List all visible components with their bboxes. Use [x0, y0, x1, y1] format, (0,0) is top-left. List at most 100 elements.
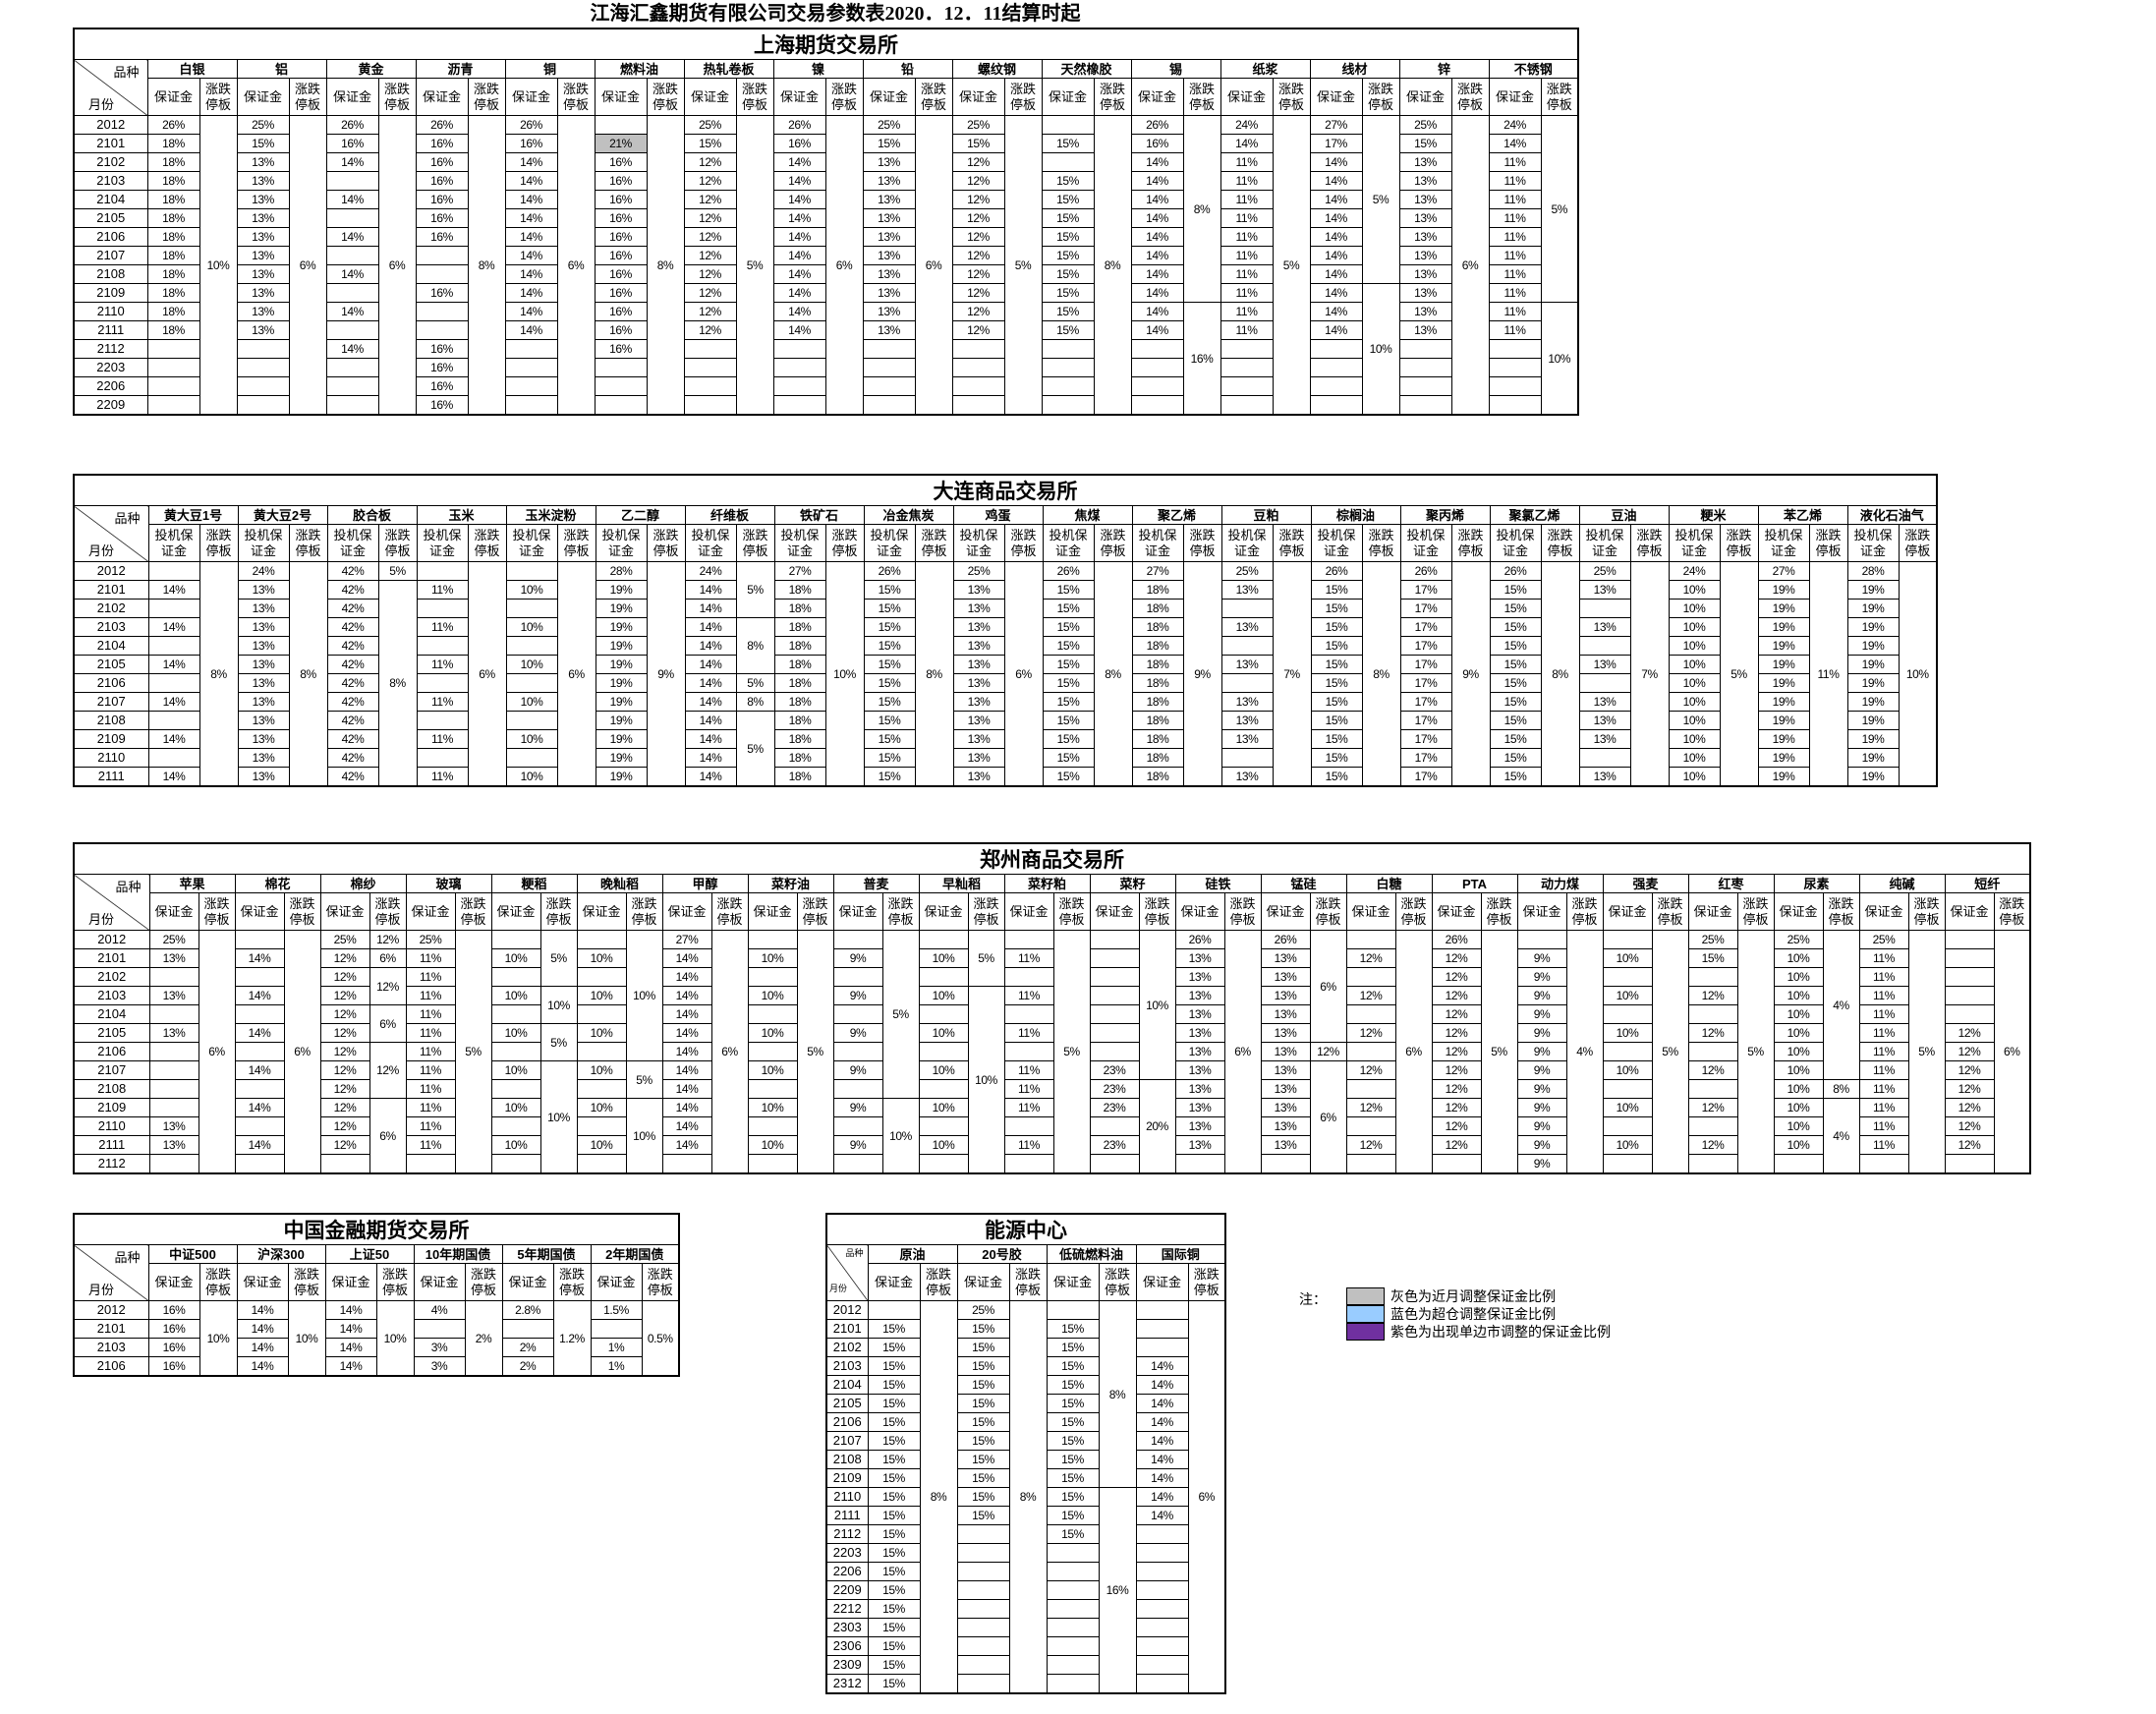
- margin-cell: 12%: [319, 1004, 370, 1024]
- month-cell: 2102: [73, 599, 149, 618]
- margin-cell: 9%: [1516, 1060, 1567, 1080]
- margin-label: 保证金: [331, 1274, 370, 1289]
- margin-cell: 12%: [319, 1042, 370, 1061]
- margin-cell: 14%: [234, 1135, 285, 1155]
- product-header: 胶合板: [326, 505, 418, 525]
- cffex-table: 中国金融期货交易所 品种 月份 中证500 沪深300 上证50 10年期国债 5年期国债 2年…: [73, 1213, 680, 1377]
- margin-cell: 14%: [772, 152, 826, 172]
- margin-cell: 19%: [1757, 580, 1810, 600]
- margin-cell: 13%: [1260, 1023, 1311, 1043]
- margin-cell: [956, 1618, 1010, 1637]
- margin-cell: [1041, 358, 1095, 377]
- margin-cell: 9%: [1516, 1042, 1567, 1061]
- month-cell: 2209: [825, 1580, 869, 1600]
- margin-cell: [1046, 1562, 1100, 1581]
- margin-cell: 10%: [1602, 1023, 1653, 1043]
- margin-label: 保证金: [325, 903, 365, 919]
- margin-cell: 15%: [867, 1431, 921, 1451]
- margin-cell: [1089, 986, 1140, 1005]
- margin-cell: 15%: [956, 1375, 1010, 1395]
- month-cell: 2206: [73, 376, 148, 396]
- margin-cell: 13%: [1398, 208, 1452, 228]
- margin-cell: [747, 1079, 798, 1099]
- limit-column-header: 涨跌停板: [1540, 78, 1579, 116]
- margin-cell: [148, 1098, 199, 1117]
- margin-cell: 15%: [1489, 692, 1542, 712]
- margin-cell: 13%: [862, 320, 916, 340]
- limit-column-header: 涨跌停板: [454, 892, 492, 931]
- margin-cell: 17%: [1399, 767, 1452, 787]
- margin-cell: 15%: [867, 1674, 921, 1694]
- margin-cell: 21%: [594, 134, 648, 153]
- margin-cell: 10%: [576, 1098, 627, 1117]
- margin-cell: [1858, 1154, 1909, 1174]
- limit-column-header: 涨跌停板: [199, 524, 239, 562]
- exchange-title: 郑州商品交易所: [73, 842, 2031, 875]
- margin-cell: 15%: [1041, 283, 1095, 303]
- limit-cell: 8%: [1182, 115, 1221, 303]
- limit-column-header: 涨跌停板: [641, 1263, 680, 1301]
- limit-cell: 6%: [710, 930, 749, 1174]
- margin-column-header: 保证金: [415, 78, 469, 116]
- margin-cell: 11%: [1488, 171, 1542, 191]
- margin-cell: 13%: [862, 208, 916, 228]
- margin-label: 保证金: [779, 88, 819, 104]
- margin-cell: 25%: [236, 115, 290, 135]
- product-header: 菜籽粕: [1003, 874, 1091, 893]
- margin-cell: [1687, 1079, 1738, 1099]
- legend-item-blue: 蓝色为超仓调整保证金比例: [1346, 1305, 1556, 1323]
- limit-column-header: 涨跌停板: [967, 892, 1005, 931]
- margin-cell: 17%: [1399, 655, 1452, 674]
- margin-cell: [1089, 1042, 1140, 1061]
- margin-column-header: 保证金: [1516, 892, 1567, 931]
- margin-cell: 14%: [1309, 152, 1363, 172]
- margin-cell: 14%: [661, 1023, 712, 1043]
- margin-cell: 15%: [1042, 729, 1095, 749]
- margin-cell: 14%: [661, 1098, 712, 1117]
- margin-cell: 13%: [148, 986, 199, 1005]
- margin-cell: 19%: [1757, 767, 1810, 787]
- margin-column-header: 保证金: [324, 1263, 377, 1301]
- margin-label: 投机保证金: [1406, 527, 1446, 558]
- margin-cell: 11%: [1858, 1135, 1909, 1155]
- margin-cell: 19%: [1846, 580, 1900, 600]
- margin-cell: 11%: [1003, 1135, 1054, 1155]
- margin-cell: 15%: [1310, 729, 1363, 749]
- margin-cell: [501, 1319, 554, 1339]
- margin-cell: 14%: [772, 227, 826, 247]
- margin-cell: 15%: [1041, 302, 1095, 321]
- margin-cell: [1220, 358, 1274, 377]
- limit-column-header: 涨跌停板: [1993, 892, 2031, 931]
- margin-cell: [415, 246, 469, 265]
- limit-column-header: 涨跌停板: [1361, 78, 1400, 116]
- month-cell: 2105: [73, 1023, 150, 1043]
- limit-label: 涨跌停板: [830, 81, 857, 112]
- limit-column-header: 涨跌停板: [1272, 524, 1312, 562]
- margin-cell: 15%: [1489, 655, 1542, 674]
- limit-column-header: 涨跌停板: [287, 1263, 326, 1301]
- margin-cell: 18%: [146, 227, 200, 247]
- margin-cell: 15%: [1489, 599, 1542, 618]
- margin-cell: 11%: [1488, 190, 1542, 209]
- margin-cell: 19%: [595, 729, 648, 749]
- margin-cell: 12%: [1944, 1135, 1995, 1155]
- margin-cell: 9%: [832, 1098, 883, 1117]
- margin-cell: 18%: [1131, 636, 1184, 656]
- margin-cell: [1944, 986, 1995, 1005]
- month-cell: 2101: [73, 948, 150, 968]
- ine-section: 能源中心 品种 月份 原油 20号胶 低硫燃料油 国际铜 保证金 涨跌停板 保证金 涨跌停板 保证金涨…: [825, 1213, 1226, 1694]
- margin-cell: 16%: [325, 134, 379, 153]
- limit-column-header: 涨跌停板: [646, 524, 686, 562]
- margin-cell: [918, 930, 969, 949]
- margin-cell: [832, 1042, 883, 1061]
- margin-cell: 14%: [1309, 208, 1363, 228]
- margin-cell: 11%: [1220, 302, 1274, 321]
- margin-cell: 15%: [1310, 692, 1363, 712]
- margin-label: 保证金: [1405, 88, 1445, 104]
- margin-cell: 12%: [1431, 1060, 1482, 1080]
- margin-cell: 10%: [747, 948, 798, 968]
- limit-cell: 5%: [539, 1023, 578, 1061]
- margin-cell: 11%: [1858, 1004, 1909, 1024]
- margin-cell: 10%: [1773, 1060, 1824, 1080]
- margin-column-header: 保证金: [747, 892, 798, 931]
